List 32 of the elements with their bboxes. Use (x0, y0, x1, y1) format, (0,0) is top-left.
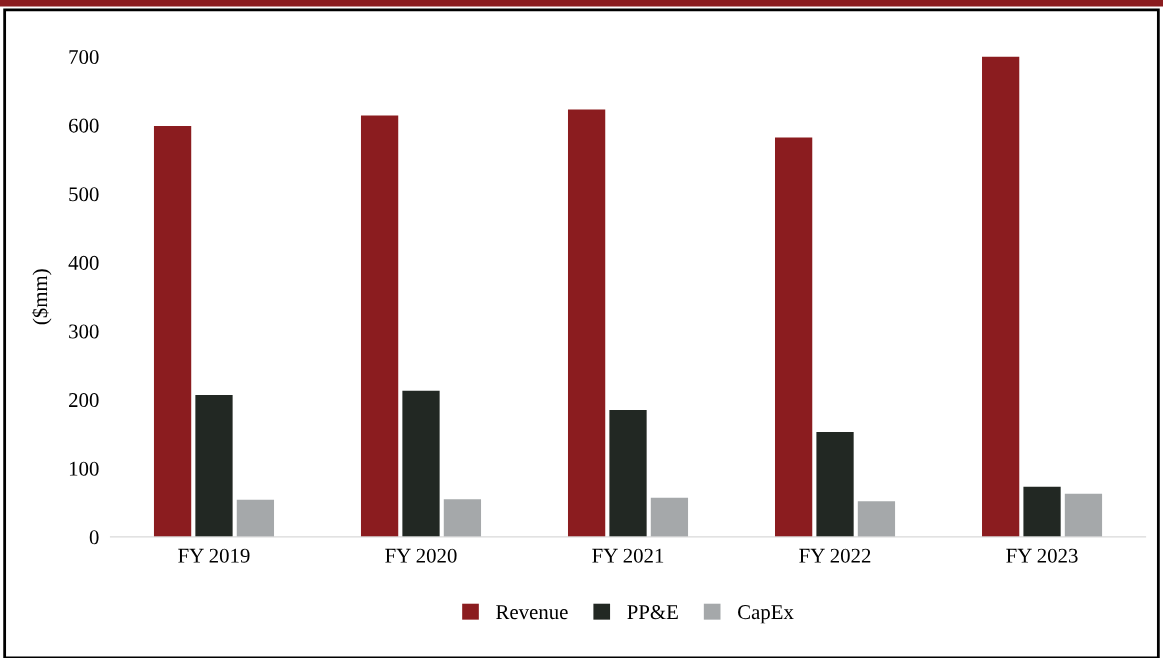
x-tick-label: FY 2019 (178, 548, 250, 563)
bar (153, 125, 192, 537)
x-tick-label: FY 2023 (1006, 548, 1078, 563)
y-tick-label: 700 (69, 49, 99, 65)
bar (1064, 493, 1103, 537)
bar (650, 497, 689, 537)
y-tick-label: 400 (68, 255, 99, 270)
bar (195, 394, 233, 537)
x-tick-label: FY 2020 (385, 548, 457, 563)
x-tick-label: FY 2022 (799, 548, 871, 563)
bar (360, 115, 399, 537)
bar (775, 137, 813, 537)
y-tick-label: 200 (69, 393, 99, 408)
bar (982, 56, 1020, 537)
bar (236, 499, 275, 537)
y-tick-label: 300 (69, 324, 99, 339)
y-axis-title: ($mm) (31, 269, 52, 325)
legend-label: Revenue (496, 605, 568, 620)
bar (609, 409, 647, 537)
y-tick-label: 100 (69, 461, 99, 476)
legend-label: CapEx (738, 605, 794, 624)
y-tick-label: 0 (89, 530, 99, 545)
y-tick-label: 500 (69, 187, 99, 202)
bar (443, 499, 482, 537)
bar (402, 390, 440, 537)
x-tick-label: FY 2021 (592, 548, 664, 563)
bar (567, 109, 606, 537)
bar (816, 431, 854, 537)
legend-label: PP&E (627, 605, 678, 620)
bar (1023, 486, 1061, 537)
bar (857, 501, 896, 537)
y-tick-label: 600 (69, 118, 99, 133)
